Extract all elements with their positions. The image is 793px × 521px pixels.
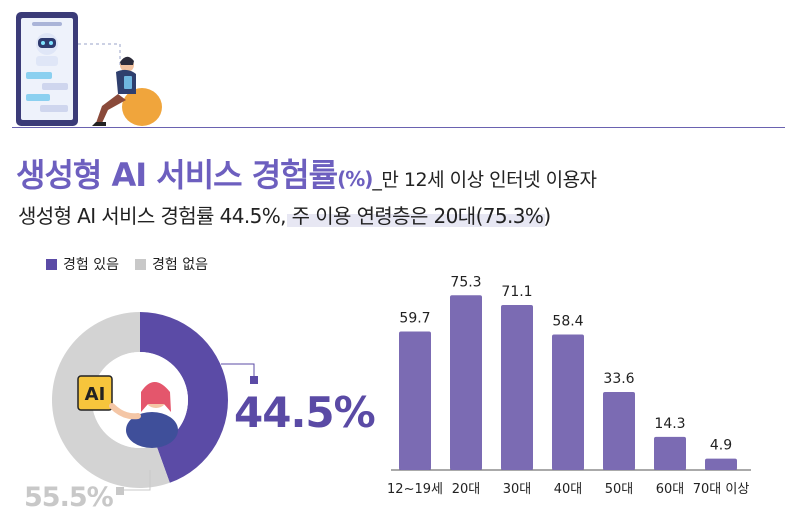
bar-value-label: 71.1 bbox=[501, 284, 532, 300]
bar bbox=[450, 295, 482, 470]
x-tick-label: 70대 이상 bbox=[693, 482, 750, 497]
legend-label-no: 경험 없음 bbox=[151, 257, 208, 273]
title-main: 생성형 AI 서비스 경험률 bbox=[16, 156, 338, 194]
page-title: 생성형 AI 서비스 경험률(%)_만 12세 이상 인터넷 이용자 bbox=[16, 150, 597, 196]
top-illustration bbox=[16, 12, 162, 126]
x-tick-label: 60대 bbox=[656, 482, 685, 497]
donut-label-no: 55.5% bbox=[24, 482, 114, 513]
x-tick-label: 50대 bbox=[605, 482, 634, 497]
title-sub: _만 12세 이상 인터넷 이용자 bbox=[372, 169, 597, 191]
bar bbox=[705, 458, 737, 470]
bar-value-label: 4.9 bbox=[710, 438, 732, 454]
x-tick-label: 40대 bbox=[554, 482, 583, 497]
legend-item-no: 경험 없음 bbox=[134, 254, 208, 274]
bar bbox=[552, 334, 584, 470]
title-unit: (%) bbox=[337, 167, 373, 191]
donut-legend: 경험 있음 경험 없음 bbox=[46, 254, 224, 274]
bar bbox=[501, 305, 533, 470]
donut-chart: AI bbox=[51, 312, 228, 488]
phone-chatbot-icon bbox=[16, 12, 78, 126]
subtitle-highlight bbox=[287, 214, 545, 227]
bar-value-label: 33.6 bbox=[603, 371, 634, 387]
person-with-ai-chip-icon: AI bbox=[77, 375, 178, 448]
x-tick-label: 30대 bbox=[503, 482, 532, 497]
bar-value-label: 75.3 bbox=[450, 274, 481, 290]
bar bbox=[654, 436, 686, 470]
bar-value-label: 14.3 bbox=[654, 416, 685, 432]
bar-value-label: 59.7 bbox=[399, 310, 430, 326]
donut-label-yes: 44.5% bbox=[234, 388, 376, 437]
legend-label-yes: 경험 있음 bbox=[63, 257, 119, 273]
x-tick-label: 20대 bbox=[452, 482, 481, 497]
x-tick-label: 12~19세 bbox=[387, 482, 443, 497]
svg-text:AI: AI bbox=[85, 384, 106, 405]
person-on-beanbag-icon bbox=[92, 56, 162, 126]
header-divider bbox=[12, 127, 785, 128]
subtitle: 생성형 AI 서비스 경험률 44.5%, 주 이용 연령층은 20대(75.3… bbox=[18, 204, 551, 228]
legend-item-yes: 경험 있음 bbox=[46, 254, 119, 274]
donut-slice-no bbox=[51, 312, 170, 488]
legend-swatch-no bbox=[134, 258, 146, 270]
bar bbox=[603, 392, 635, 470]
bar-value-label: 58.4 bbox=[552, 313, 583, 329]
donut-slice-yes bbox=[140, 312, 228, 483]
bar bbox=[399, 331, 431, 470]
bar-chart: 59.7 12~19세 75.3 20대 71.1 30대 58.4 40대 33.6 50대 14… bbox=[387, 274, 751, 497]
legend-swatch-yes bbox=[46, 258, 57, 270]
